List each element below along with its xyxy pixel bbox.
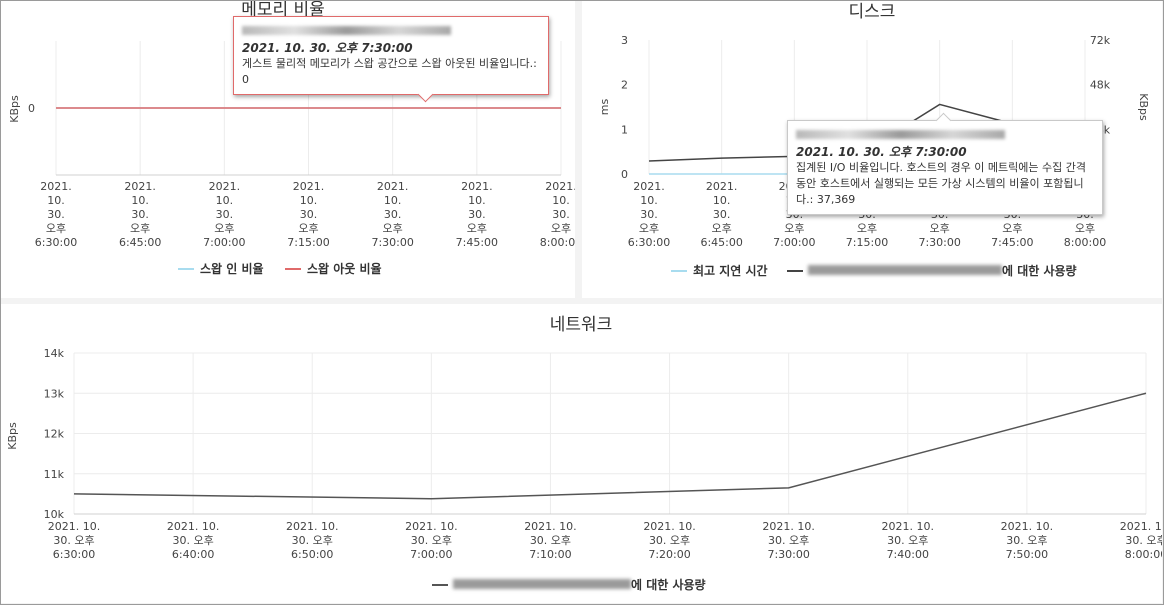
x-tick-label: 2021. 10. 30. 오후 7:30:00 xyxy=(762,520,814,561)
chart-title: 디스크 xyxy=(849,2,896,22)
y-axis-label: KBps xyxy=(8,95,21,123)
redacted-host-name xyxy=(796,130,1005,139)
redacted-host-name xyxy=(242,26,451,35)
legend-label: 스왑 인 비율 xyxy=(200,261,264,276)
legend-label: 에 대한 사용량 xyxy=(1002,263,1077,278)
tooltip-text: 집계된 I/O 비율입니다. 호스트의 경우 이 메트릭에는 수집 간격 동안 … xyxy=(796,161,1086,206)
x-tick-label: 2021.10.30.오후8:00:00 xyxy=(540,180,575,249)
y-tick-label-right: 48k xyxy=(1090,79,1111,92)
y-axis-label-left: ms xyxy=(598,99,611,116)
y-tick-label: 11k xyxy=(44,468,65,481)
x-tick-label: 2021. 10. 30. 오후 7:10:00 xyxy=(524,520,576,561)
x-tick-label: 2021. 10. 30. 오후 7:20:00 xyxy=(643,520,695,561)
redacted-host-name xyxy=(808,265,1002,275)
x-tick-label: 2021. 10. 30. 오후 6:40:00 xyxy=(167,520,219,561)
x-tick-label: 2021. 10. 30. 오후 6:30:00 xyxy=(35,180,77,249)
memory-tooltip: 2021. 10. 30. 오후 7:30:00 게스트 물리적 메모리가 스왑… xyxy=(233,16,549,103)
chart-title: 네트워크 xyxy=(550,315,613,335)
x-tick-label: 2021. 10. 30. 오후 6:45:00 xyxy=(700,180,742,249)
y-tick-label-right: 72k xyxy=(1090,34,1111,47)
y-tick-label: 10k xyxy=(44,508,65,521)
x-tick-label: 2021. 10. 30. 오후 7:40:00 xyxy=(882,520,934,561)
legend-label: 에 대한 사용량 xyxy=(631,577,706,592)
y-tick-label: 13k xyxy=(44,387,65,400)
series-line-1 xyxy=(73,392,1147,500)
memory-chart[interactable]: 메모리 비율 KBps 0 2021. 10. 30. 오후 6:30:00 2021. 10. 3… xyxy=(1,1,575,298)
legend-label: 최고 지연 시간 xyxy=(693,263,768,278)
x-tick-label: 2021. 10. 30. 오후 6:30:00 xyxy=(48,520,100,561)
y-tick-label: 14k xyxy=(44,347,65,360)
y-tick-label-left: 3 xyxy=(621,34,628,47)
x-tick-label: 2021. 10. 30. 오후 7:50:00 xyxy=(1001,520,1053,561)
tooltip-date: 2021. 10. 30. 오후 7:30:00 xyxy=(242,41,413,55)
network-chart[interactable]: 네트워크 KBps 10k 11k 12k 13k 14k 2021. 10. 30. 오후 6:… xyxy=(1,304,1162,603)
y-axis-label: KBps xyxy=(6,422,19,450)
tooltip-date: 2021. 10. 30. 오후 7:30:00 xyxy=(796,145,967,159)
tooltip-text: 게스트 물리적 메모리가 스왑 공간으로 스왑 아웃된 비율입니다.: 0 xyxy=(242,57,537,86)
y-tick-label-left: 0 xyxy=(621,168,628,181)
redacted-host-name xyxy=(453,579,631,589)
y-tick-label-left: 2 xyxy=(621,79,628,92)
y-tick-label: 12k xyxy=(44,428,65,441)
network-chart-panel: 네트워크 KBps 10k 11k 12k 13k 14k 2021. 10. 30. 오후 6:… xyxy=(1,304,1162,603)
x-tick-label: 2021. 10.30. 오후8:00:00 xyxy=(1120,520,1162,561)
chart-title: 메모리 비율 xyxy=(241,1,325,20)
y-tick-label: 0 xyxy=(28,102,35,115)
x-tick-label: 2021. 10. 30. 오후 6:30:00 xyxy=(628,180,670,249)
x-tick-label: 2021. 10. 30. 오후 6:50:00 xyxy=(286,520,338,561)
y-axis-label-right: KBps xyxy=(1137,93,1150,121)
x-tick-label: 2021. 10. 30. 오후 7:00:00 xyxy=(405,520,457,561)
x-tick-label: 2021. 10. 30. 오후 6:45:00 xyxy=(119,180,161,249)
y-tick-label-left: 1 xyxy=(621,123,628,136)
disk-tooltip: 2021. 10. 30. 오후 7:30:00 집계된 I/O 비율입니다. … xyxy=(787,112,1103,215)
legend-label: 스왑 아웃 비율 xyxy=(307,261,382,276)
